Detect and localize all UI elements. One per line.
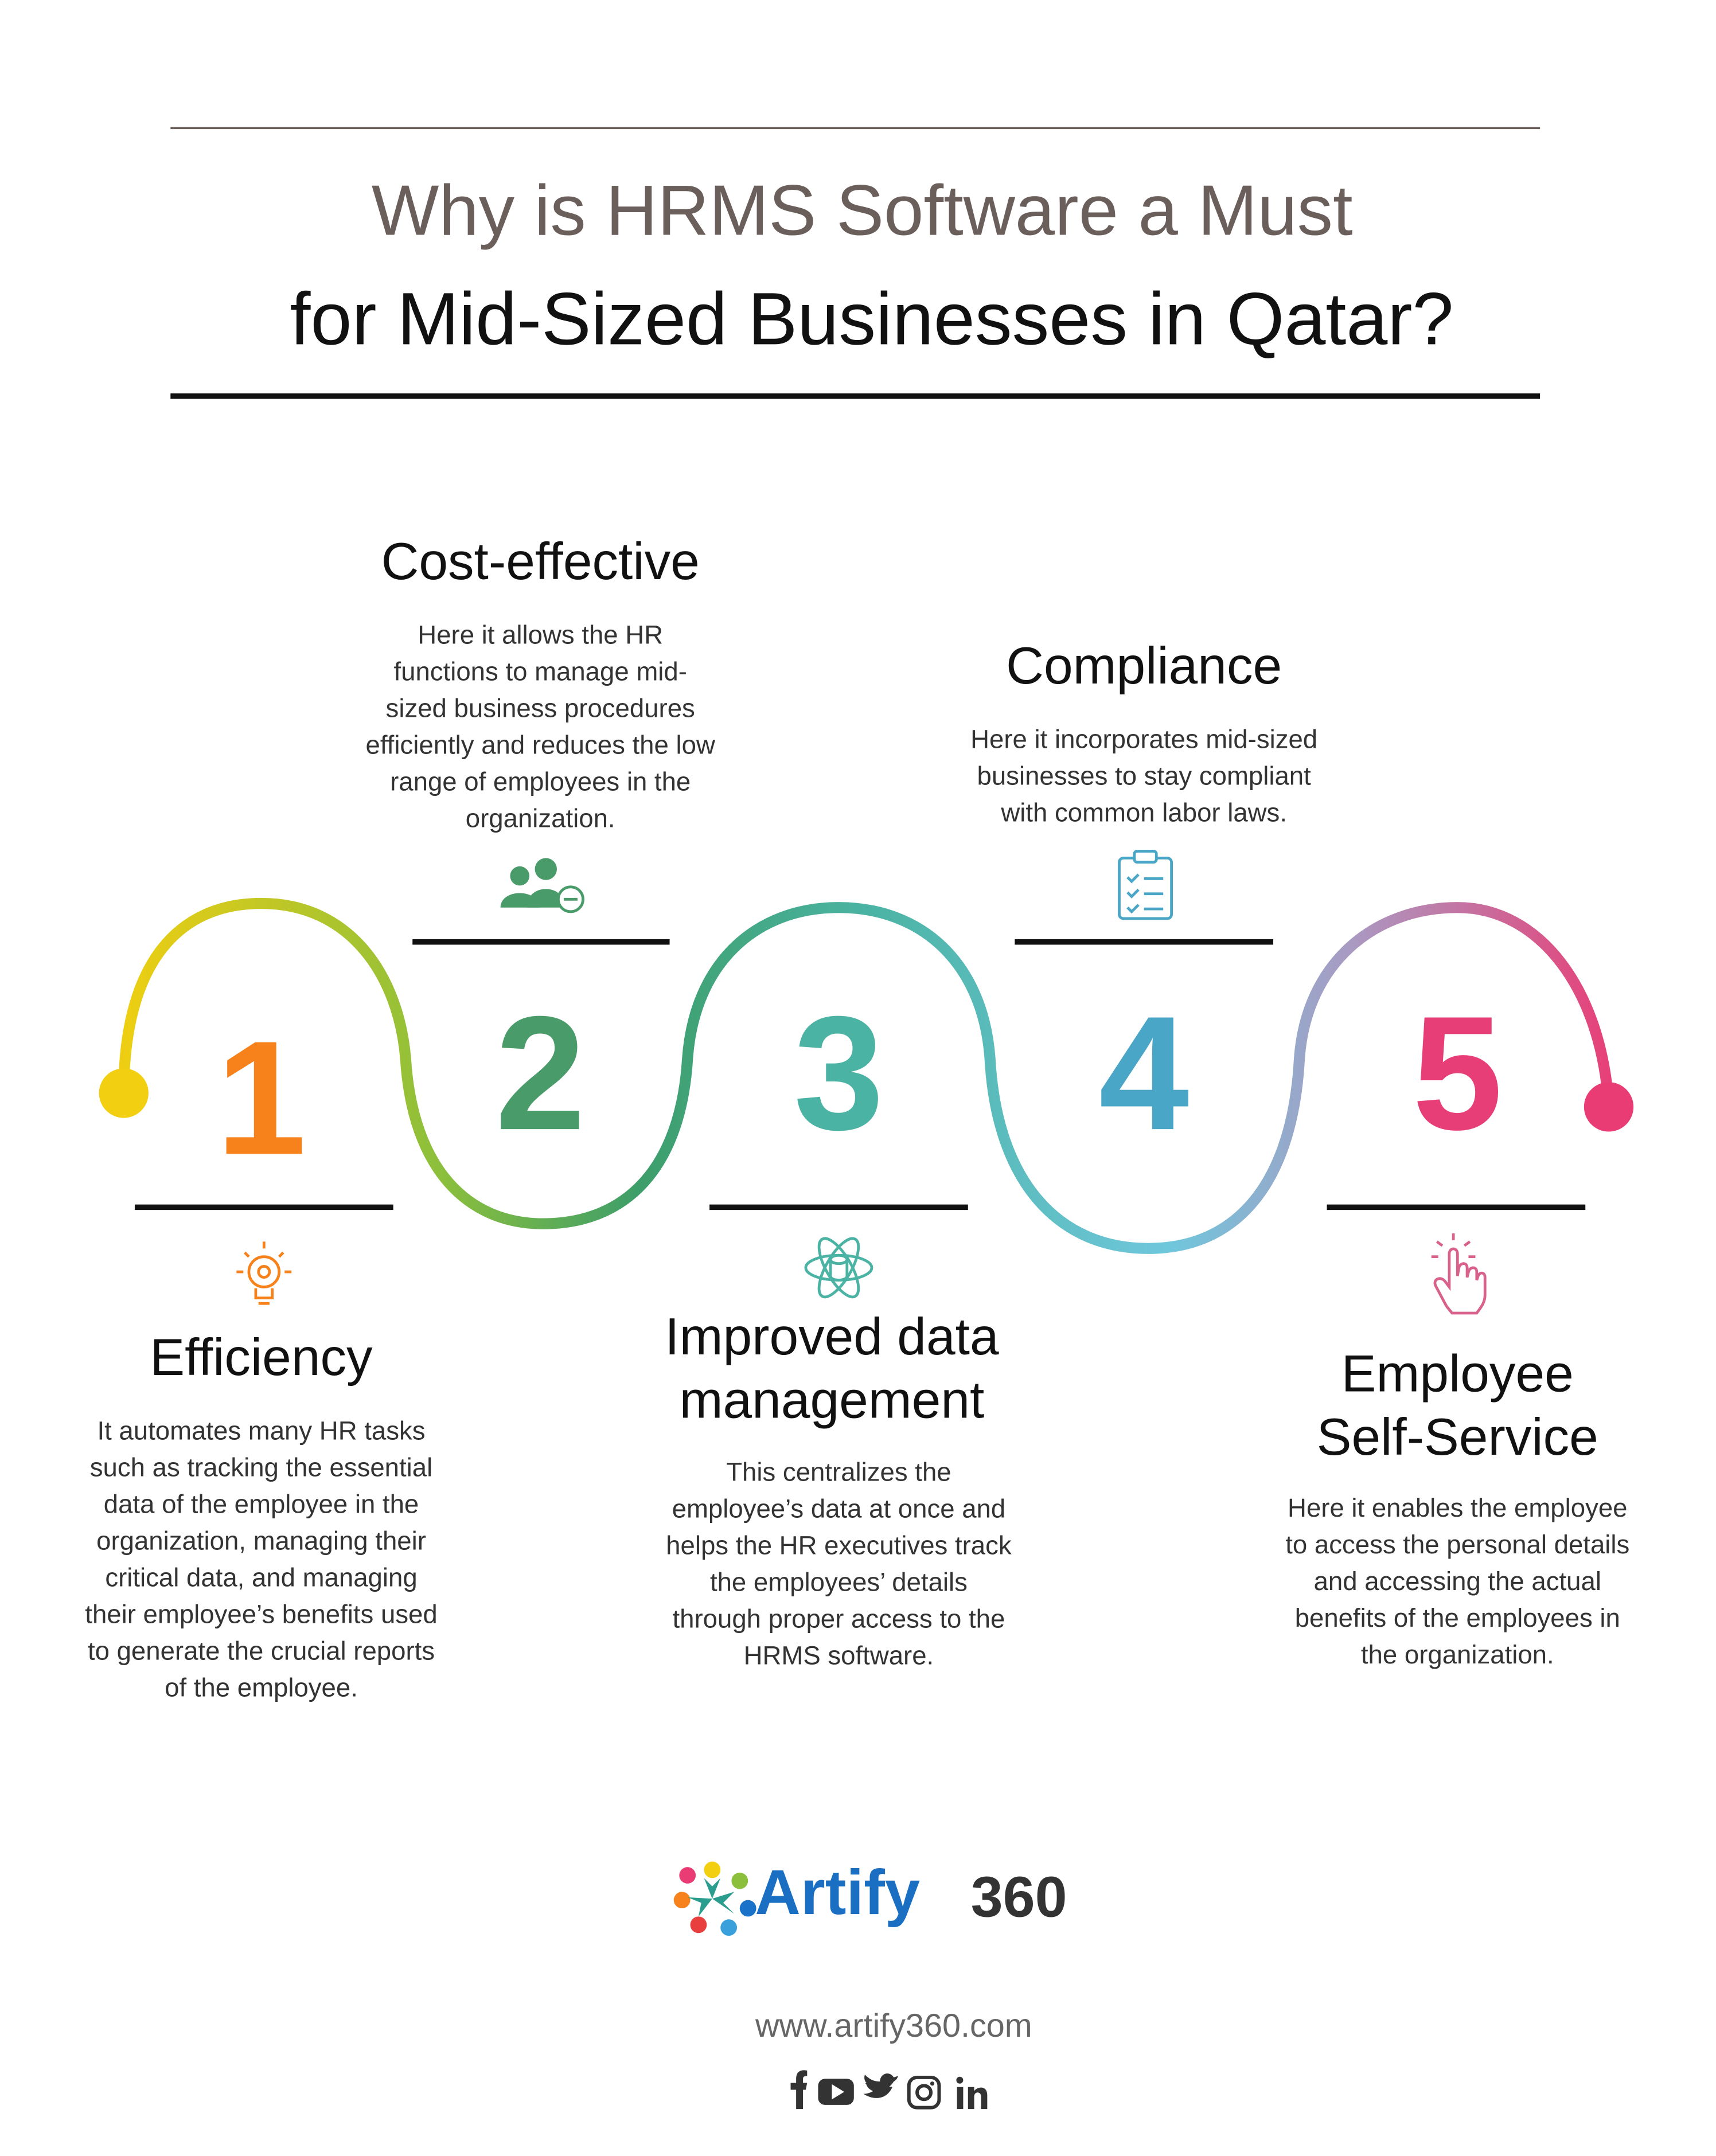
checklist-icon (1118, 850, 1173, 920)
step-description: their employee’s benefits used (85, 1600, 437, 1629)
social-icons (790, 2070, 988, 2110)
step-title: management (680, 1371, 985, 1429)
step-description: organization. (466, 804, 615, 833)
step-description: This centralizes the (726, 1457, 951, 1486)
step-description: and accessing the actual (1314, 1567, 1601, 1596)
lightbulb-icon (236, 1241, 292, 1305)
step-description: through proper access to the (673, 1604, 1005, 1634)
wave-end-dot (1584, 1082, 1634, 1132)
title-line1: Why is HRMS Software a Must (372, 171, 1353, 251)
step-description: range of employees in the (390, 767, 691, 796)
step-number: 1 (216, 1007, 306, 1188)
step-description: organization, managing their (96, 1526, 426, 1556)
step-description: businesses to stay compliant (977, 761, 1312, 791)
step-description: to generate the crucial reports (88, 1636, 435, 1666)
wave-start-dot (99, 1068, 149, 1118)
step-title: Efficiency (150, 1329, 373, 1386)
step-description: the organization. (1361, 1640, 1554, 1669)
step-number: 4 (1099, 982, 1190, 1163)
step-description: Here it incorporates mid-sized (970, 725, 1317, 754)
step-title: Compliance (1006, 637, 1282, 695)
step-description: of the employee. (165, 1673, 358, 1702)
brand-number: 360 (971, 1865, 1067, 1930)
step-title: Improved data (665, 1308, 999, 1366)
step-number: 5 (1413, 982, 1503, 1163)
step-description: Here it enables the employee (1288, 1493, 1627, 1522)
step-number: 2 (496, 982, 586, 1163)
data-atom-icon (804, 1237, 873, 1299)
people-minus-icon (500, 858, 584, 913)
step-description: data of the employee in the (104, 1490, 419, 1519)
step-description: efficiently and reduces the low (366, 730, 715, 759)
wave-line (118, 897, 1614, 1254)
step-description: functions to manage mid- (393, 657, 687, 686)
step-description: critical data, and managing (105, 1563, 417, 1592)
step-description: the employees’ details (710, 1568, 968, 1597)
step-description: such as tracking the essential (90, 1453, 433, 1482)
step-description: with common labor laws. (1000, 798, 1287, 827)
step-number: 3 (794, 982, 884, 1163)
step-description: to access the personal details (1285, 1530, 1629, 1559)
step-title: Cost-effective (381, 533, 700, 591)
step-description: It automates many HR tasks (97, 1416, 425, 1446)
logo-mark (673, 1861, 756, 1936)
step-title: Self-Service (1317, 1408, 1598, 1466)
title-line2: for Mid-Sized Businesses in Qatar? (290, 278, 1453, 360)
step-description: employee’s data at once and (672, 1494, 1006, 1524)
step-description: benefits of the employees in (1295, 1603, 1620, 1632)
pointer-hand-icon (1431, 1233, 1487, 1315)
step-description: sized business procedures (386, 693, 695, 722)
step-description: HRMS software. (744, 1641, 934, 1670)
step-title: Employee (1341, 1345, 1574, 1403)
step-description: helps the HR executives track (666, 1531, 1012, 1560)
website-url[interactable]: www.artify360.com (755, 2007, 1032, 2044)
brand-name: Artify (755, 1857, 920, 1928)
step-description: Here it allows the HR (418, 620, 663, 649)
